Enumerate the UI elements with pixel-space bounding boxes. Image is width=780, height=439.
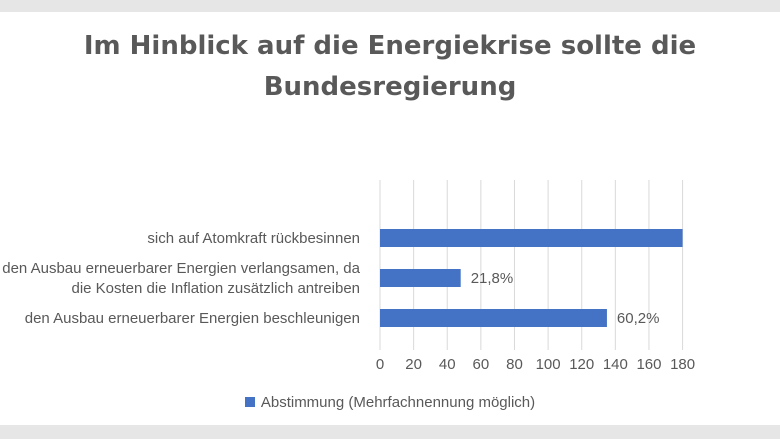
bar-1 — [380, 269, 461, 287]
x-tick-label: 140 — [603, 356, 628, 373]
category-label: den Ausbau erneuerbarer Energien verlang… — [2, 260, 360, 277]
bar-2 — [380, 309, 607, 327]
data-label: 60,2% — [617, 310, 660, 327]
x-tick-label: 20 — [405, 356, 422, 373]
chart-title-line-1: Im Hinblick auf die Energiekrise sollte … — [83, 31, 697, 61]
category-label: die Kosten die Inflation zusätzlich antr… — [71, 280, 360, 297]
x-tick-label: 40 — [439, 356, 456, 373]
legend-label: Abstimmung (Mehrfachnennung möglich) — [260, 394, 536, 411]
chart-legend: Abstimmung (Mehrfachnennung möglich) — [0, 394, 780, 411]
category-label: den Ausbau erneuerbarer Energien beschle… — [25, 310, 360, 327]
legend-swatch — [244, 397, 255, 407]
x-tick-label: 160 — [636, 356, 661, 373]
chart-card: Im Hinblick auf die Energiekrise sollte … — [0, 12, 780, 425]
bar-0 — [380, 229, 683, 247]
data-label: 21,8% — [471, 270, 514, 287]
x-tick-label: 180 — [670, 356, 695, 373]
x-tick-label: 60 — [473, 356, 490, 373]
chart-title: Im Hinblick auf die Energiekrise sollte … — [0, 26, 780, 108]
x-tick-label: 100 — [536, 356, 561, 373]
bar-chart-plot: 0 20 40 60 80 100 120 140 160 180 sich auf Atomkra… — [2, 180, 695, 373]
category-label: sich auf Atomkraft rückbesinnen — [147, 230, 360, 247]
x-tick-label: 120 — [569, 356, 594, 373]
x-tick-label: 0 — [376, 356, 384, 373]
x-tick-label: 80 — [506, 356, 523, 373]
chart-title-line-2: Bundesregierung — [263, 72, 517, 102]
